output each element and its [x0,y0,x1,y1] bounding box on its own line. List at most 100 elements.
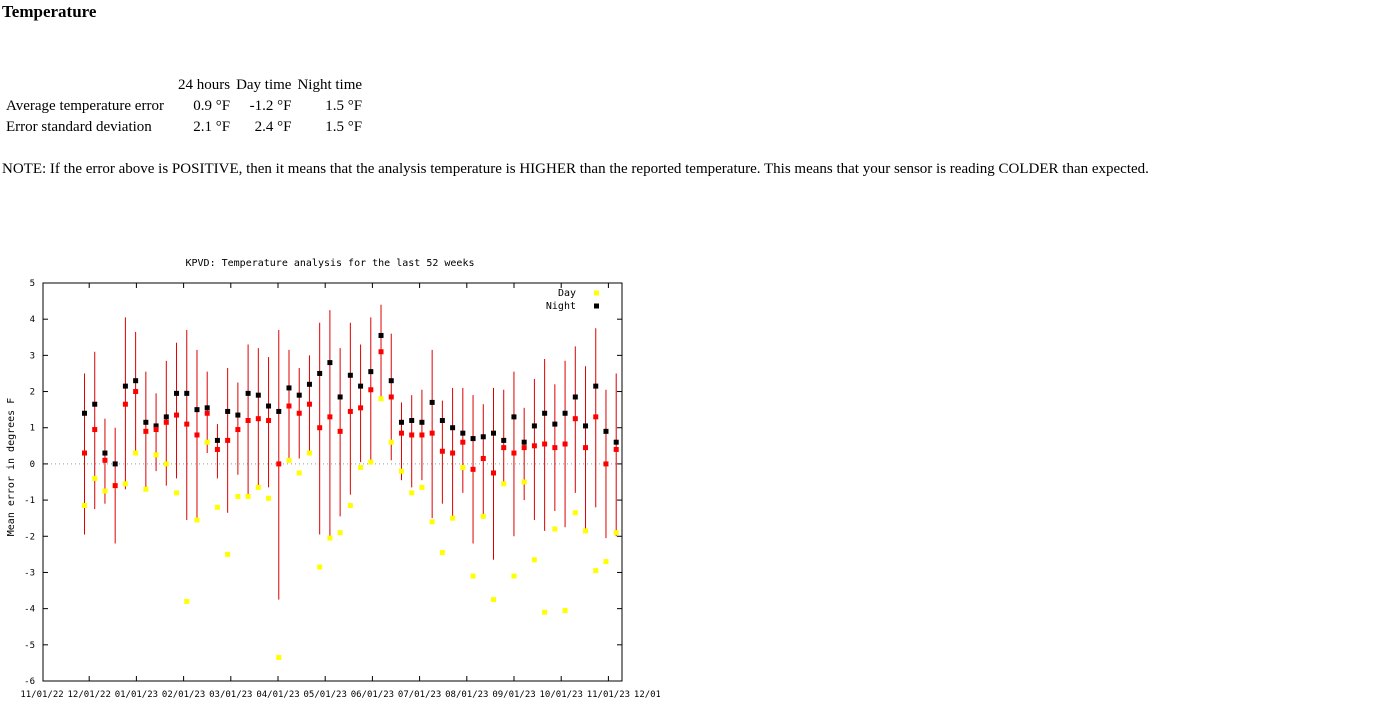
y-tick-label: -3 [24,568,35,578]
y-tick-label: -2 [24,532,35,542]
all-day-point [245,417,251,423]
day-point [439,550,445,556]
night-point [112,461,118,467]
night-point [327,360,333,366]
all-day-point [531,443,537,449]
night-point [491,430,496,436]
all-day-point [184,421,190,427]
x-tick-label: 07/01/23 [398,690,441,700]
all-day-point [235,427,241,433]
night-point [470,436,476,442]
x-tick-label: 12/01/23 [634,690,660,700]
day-point [214,504,220,510]
day-point [276,654,282,660]
day-point [572,510,578,516]
day-point [347,503,353,509]
all-day-point [163,419,169,425]
y-axis-label: Mean error in degrees F [6,398,17,536]
all-day-point [306,401,312,407]
day-point [225,551,231,557]
night-point [122,383,128,389]
y-tick-label: 2 [30,388,35,398]
night-point [439,417,445,423]
value-night: 1.5 °F [325,98,363,114]
all-day-point [572,416,578,422]
all-day-point [317,425,323,431]
all-day-point [562,441,568,447]
summary-header-row: 24 hours Day time Night time [4,76,364,95]
night-point [235,412,241,418]
day-point [153,452,159,458]
all-day-point [419,432,425,438]
all-day-point [194,432,200,438]
data-marks [82,304,619,660]
day-point [194,517,200,523]
all-day-point [92,427,98,433]
all-day-point [450,450,456,456]
all-day-point [470,466,476,472]
night-point [511,414,517,420]
all-day-point [439,448,445,454]
night-point [163,414,169,420]
x-tick-label: 12/01/22 [68,690,111,700]
value-day: -1.2 °F [249,98,292,114]
legend-swatch [594,290,599,296]
day-point [92,475,98,481]
day-point [255,484,261,490]
all-day-point [521,445,527,451]
day-point [531,557,537,563]
all-day-point [603,461,609,467]
summary-header-day: Day time [236,77,292,93]
day-point [184,598,190,604]
all-day-point [409,432,415,438]
night-point [388,378,394,384]
summary-table: 24 hours Day time Night time Average tem… [2,74,366,139]
summary-header-night: Night time [297,77,363,93]
night-point [204,405,210,411]
night-point [480,434,486,440]
night-point [214,437,220,443]
night-point [82,410,87,416]
night-point [450,425,456,431]
y-tick-label: -6 [24,677,35,687]
y-tick-label: 5 [30,279,35,289]
all-day-point [286,403,292,409]
all-day-point [337,428,343,434]
all-day-point [368,387,374,393]
night-point [409,417,415,423]
temperature-error-chart: KPVD: Temperature analysis for the last … [6,258,660,700]
day-point [122,481,128,487]
day-point [317,564,323,570]
night-point [225,408,231,414]
day-point [82,503,87,509]
night-point [286,385,292,391]
night-point [306,381,312,387]
row-label: Average temperature error [6,98,164,114]
y-tick-label: 4 [30,315,35,325]
x-tick-label: 11/01/22 [20,690,63,700]
night-point [245,390,251,396]
summary-header-blank [4,76,174,95]
day-point [501,481,507,487]
day-point [470,573,476,579]
night-point [460,430,466,436]
night-point [419,419,425,425]
plot-frame [42,282,623,682]
night-point [276,408,282,414]
value-day: 2.4 °F [254,119,292,135]
legend-label: Night [546,301,576,312]
all-day-point [102,457,108,463]
row-label: Error standard deviation [6,119,152,135]
all-day-point [358,405,364,411]
night-point [531,423,537,429]
night-point [572,394,578,400]
all-day-point [378,349,384,355]
all-day-point [593,414,599,420]
day-point [603,559,609,565]
x-tick-label: 02/01/23 [162,690,205,700]
value-night: 1.5 °F [325,119,363,135]
all-day-point [266,417,272,423]
all-day-point [388,394,394,400]
summary-row-average: Average temperature error 0.9 °F -1.2 °F… [4,97,364,116]
sign-convention-note: NOTE: If the error above is POSITIVE, th… [2,161,1149,177]
